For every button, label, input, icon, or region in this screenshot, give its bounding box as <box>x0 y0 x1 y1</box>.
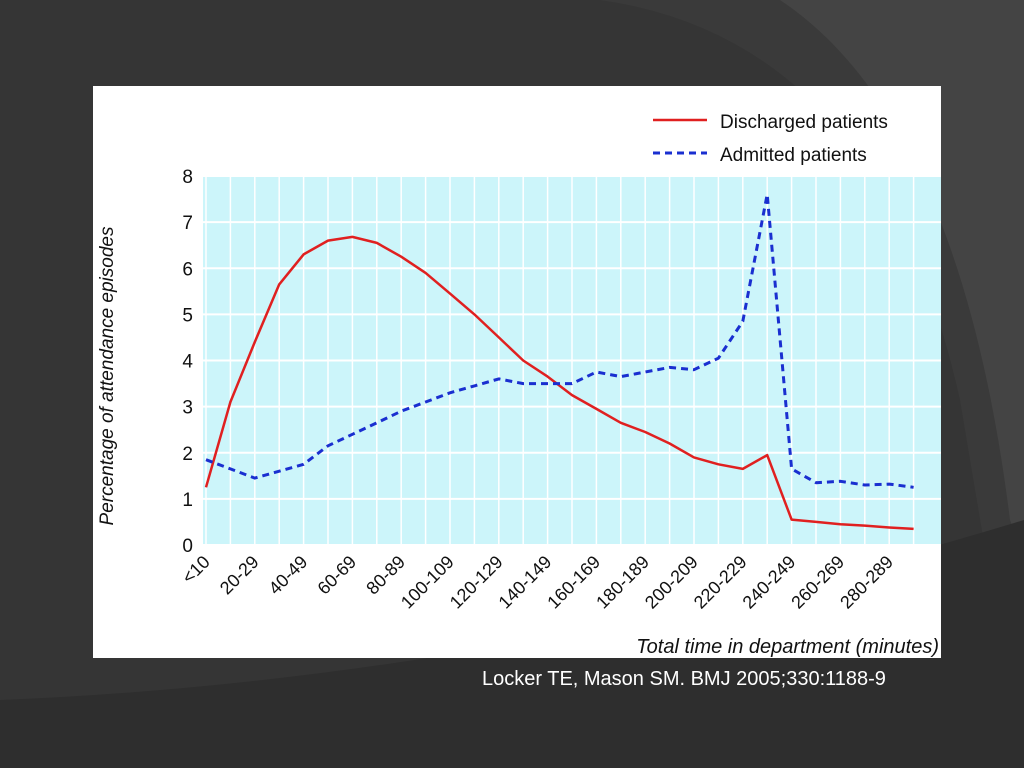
gridlines <box>203 175 941 546</box>
x-axis-ticks: <10 20-29 40-49 60-69 80-89100-109120-129140… <box>178 552 897 613</box>
x-tick-label: 60-69 <box>314 552 361 599</box>
x-tick-label: 20-29 <box>216 552 263 599</box>
y-axis-label: Percentage of attendance episodes <box>97 226 118 525</box>
x-tick-label: 220-229 <box>690 552 751 613</box>
x-tick-label: 40-49 <box>265 552 312 599</box>
x-axis-label: Total time in department (minutes) <box>636 636 939 658</box>
y-axis-ticks: 0 1 2 3 4 5 6 7 8 <box>182 167 193 557</box>
x-tick-label: 160-169 <box>543 552 604 613</box>
x-tick-label: 140-149 <box>495 552 556 613</box>
series-line-discharged <box>204 235 914 531</box>
y-tick-label: 7 <box>182 213 193 234</box>
x-tick-label: 100-109 <box>397 552 458 613</box>
citation: Locker TE, Mason SM. BMJ 2005;330:1188-9 <box>482 668 886 690</box>
x-tick-label: 180-189 <box>592 552 653 613</box>
x-tick-label: 260-269 <box>787 552 848 613</box>
y-tick-label: 0 <box>182 536 193 557</box>
y-tick-label: 6 <box>182 259 193 280</box>
line-chart: 0 1 2 3 4 5 6 7 8 <10 20-29 40-49 60-69 80-89100-109… <box>97 112 941 658</box>
series-lines <box>204 192 914 531</box>
x-tick-label: 80-89 <box>362 552 409 599</box>
x-tick-label: 120-129 <box>446 552 507 613</box>
series-line-admitted <box>205 192 914 489</box>
y-tick-label: 1 <box>182 490 193 511</box>
y-tick-label: 4 <box>182 352 193 373</box>
legend-label-admitted: Admitted patients <box>720 145 867 166</box>
y-tick-label: 3 <box>182 398 193 419</box>
y-tick-label: 8 <box>182 167 193 188</box>
x-tick-label: <10 <box>178 552 214 588</box>
figure-panel: 0 1 2 3 4 5 6 7 8 <10 20-29 40-49 60-69 80-89 100-109… <box>93 86 941 658</box>
x-tick-label: 200-209 <box>641 552 702 613</box>
x-tick-label: 240-249 <box>739 552 800 613</box>
legend-label-discharged: Discharged patients <box>720 112 888 133</box>
legend: Discharged patients Admitted patients <box>653 112 888 166</box>
y-tick-label: 5 <box>182 305 193 326</box>
x-tick-label: 280-289 <box>836 552 897 613</box>
y-tick-label: 2 <box>182 444 193 465</box>
